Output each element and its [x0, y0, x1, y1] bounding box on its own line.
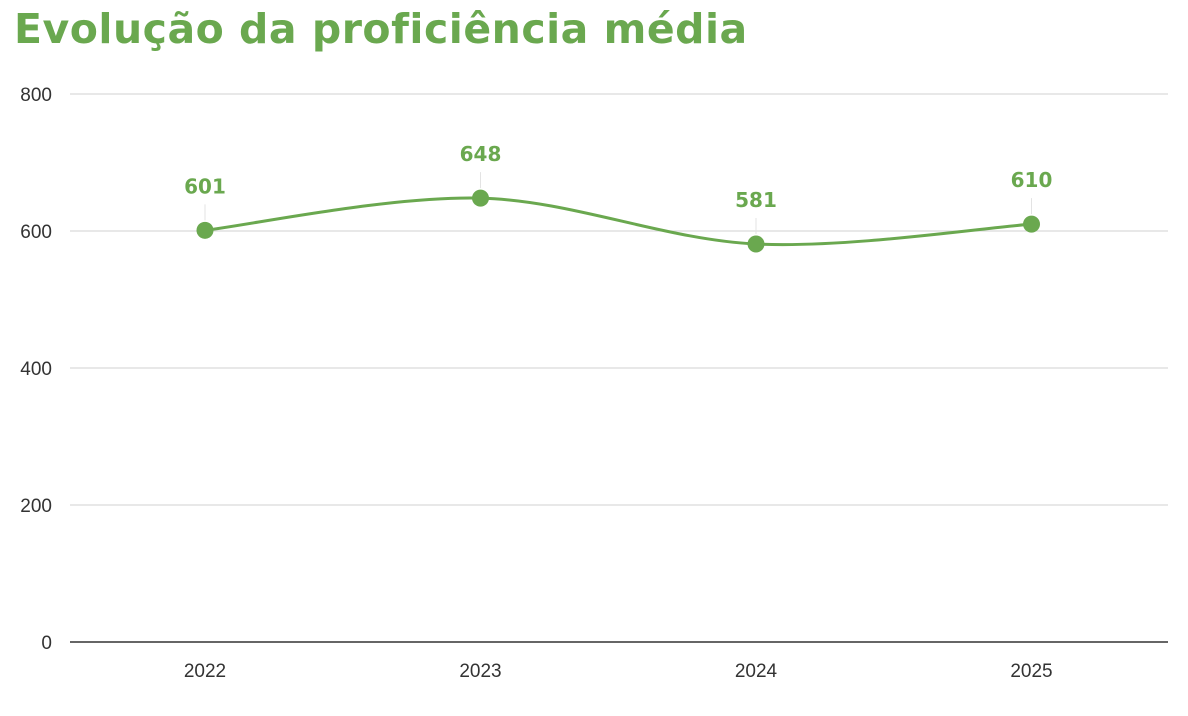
data-label: 610: [1011, 168, 1053, 192]
y-tick-label: 600: [20, 222, 52, 243]
data-label: 601: [184, 174, 226, 198]
x-axis-ticks: 2022 2023 2024 2025: [184, 661, 1053, 682]
data-label: 648: [460, 142, 502, 166]
y-axis-ticks: 0 200 400 600 800: [20, 85, 52, 654]
y-tick-label: 400: [20, 359, 52, 380]
gridlines: [70, 93, 1168, 643]
x-tick-label: 2022: [184, 661, 226, 682]
data-point: [747, 235, 765, 253]
chart-title: Evolução da proficiência média: [14, 5, 748, 53]
series: [196, 189, 1040, 253]
x-tick-label: 2024: [735, 661, 778, 682]
y-tick-label: 200: [20, 496, 52, 517]
x-tick-label: 2025: [1010, 661, 1052, 682]
y-tick-label: 800: [20, 85, 52, 106]
data-label: 581: [735, 188, 777, 212]
data-point: [196, 221, 214, 239]
y-tick-label: 0: [41, 633, 52, 654]
data-labels: 601 648 581 610: [184, 142, 1053, 235]
x-tick-label: 2023: [459, 661, 501, 682]
series-line: [203, 196, 1033, 247]
data-point: [1023, 215, 1040, 233]
data-point: [472, 189, 489, 207]
